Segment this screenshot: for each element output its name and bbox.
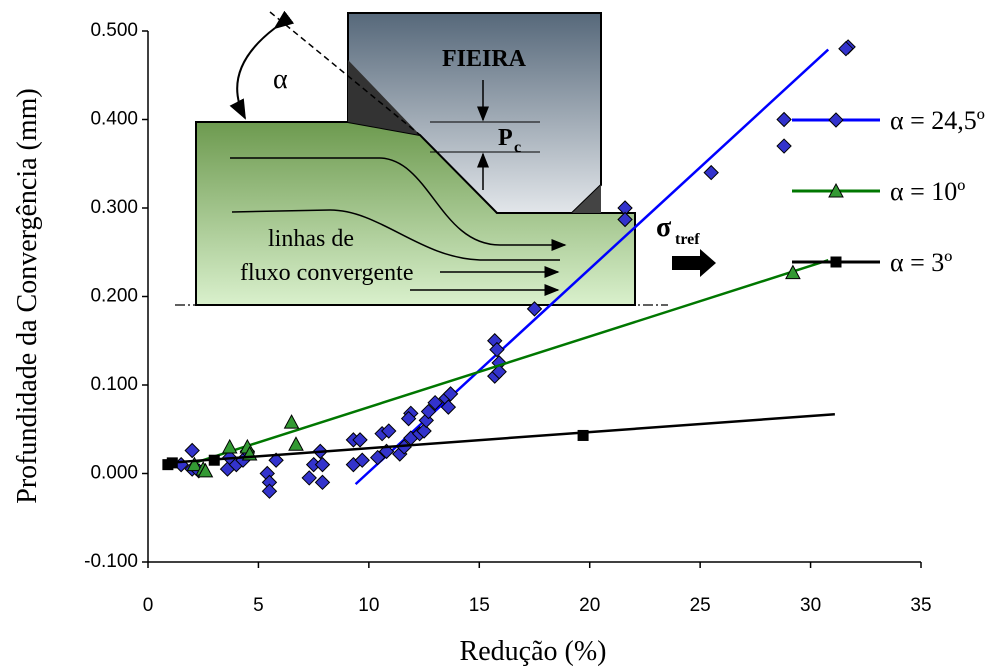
x-tick-label: 35 [910, 595, 931, 616]
point [442, 386, 459, 402]
y-tick-label: 0.400 [90, 109, 138, 130]
legend-marker [828, 182, 844, 198]
legend-marker [828, 112, 844, 128]
point [197, 462, 214, 478]
legend-label: α = 24,5º [890, 106, 985, 135]
y-tick-label: 0.100 [90, 374, 138, 395]
annotation: FIEIRA [442, 46, 527, 72]
y-tick-label: 0.500 [90, 20, 138, 41]
point [208, 454, 220, 466]
point [354, 452, 370, 468]
point [166, 457, 178, 469]
point [776, 111, 792, 128]
y-tick-label: 0.000 [90, 463, 138, 484]
annotation: α [273, 64, 288, 95]
inset-diagram [175, 10, 716, 306]
point [352, 432, 368, 448]
x-tick-label: 25 [690, 595, 711, 616]
annotation: fluxo convergente [240, 260, 414, 286]
annotation: linhas de [268, 226, 354, 252]
point [491, 364, 507, 380]
point [838, 40, 854, 57]
point [301, 470, 317, 486]
trend-line [193, 259, 829, 465]
point [489, 341, 505, 358]
point [314, 474, 331, 491]
point [526, 301, 543, 317]
trend-line [167, 412, 835, 465]
x-tick-label: 0 [143, 595, 154, 616]
x-tick-label: 30 [800, 595, 821, 616]
point [776, 138, 792, 154]
x-tick-label: 5 [253, 595, 264, 616]
point [427, 394, 443, 411]
y-tick-label: -0.100 [84, 551, 138, 572]
x-tick-label: 20 [579, 595, 600, 616]
point [221, 438, 238, 454]
point [617, 211, 633, 228]
point [440, 399, 457, 415]
y-tick-label: 0.300 [90, 197, 138, 218]
point [261, 483, 278, 499]
x-tick-label: 10 [358, 595, 379, 616]
point [416, 423, 432, 439]
point [314, 456, 331, 473]
point [381, 423, 397, 439]
point [400, 410, 417, 427]
annotation: tref [675, 231, 700, 248]
point [420, 403, 437, 420]
point [577, 429, 589, 441]
y-axis-label: Profundidade da Convergência (mm) [12, 88, 43, 503]
legend-label: α = 10º [890, 177, 965, 206]
annotation: c [514, 139, 521, 156]
annotation: P [498, 125, 513, 151]
point [283, 414, 300, 429]
y-tick-label: 0.200 [90, 286, 138, 307]
annotation: σ [656, 212, 672, 243]
x-tick-label: 15 [469, 595, 490, 616]
legend-label: α = 3º [890, 248, 952, 277]
point [369, 449, 386, 466]
point [703, 164, 719, 181]
x-axis-label: Redução (%) [460, 636, 607, 667]
legend-marker [830, 256, 842, 268]
point [268, 452, 284, 468]
point [184, 442, 200, 459]
point [785, 264, 801, 280]
point [288, 436, 304, 451]
point [186, 456, 203, 472]
